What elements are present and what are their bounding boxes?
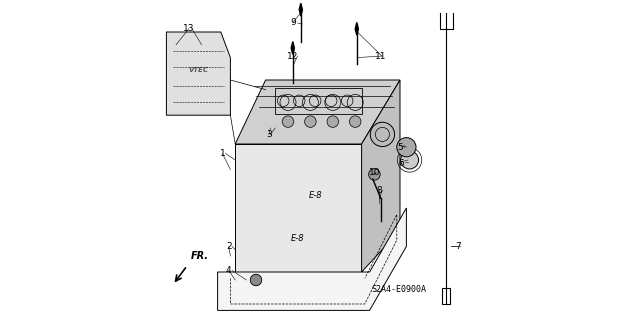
Text: 1: 1 <box>220 149 225 158</box>
Bar <box>442 288 451 304</box>
Polygon shape <box>300 3 302 16</box>
Polygon shape <box>236 144 362 272</box>
Text: VTEC: VTEC <box>188 68 209 73</box>
Text: 6: 6 <box>399 159 404 168</box>
Circle shape <box>250 274 262 286</box>
Circle shape <box>397 138 416 157</box>
Polygon shape <box>236 80 400 144</box>
Text: 7: 7 <box>455 242 460 251</box>
Text: 3: 3 <box>266 130 271 139</box>
Polygon shape <box>362 80 400 272</box>
Text: 11: 11 <box>375 52 387 60</box>
Text: 10: 10 <box>369 168 380 177</box>
Text: E-8: E-8 <box>308 191 322 200</box>
Text: 12: 12 <box>287 52 298 60</box>
Text: 5: 5 <box>397 143 403 152</box>
Text: 9: 9 <box>290 18 296 27</box>
Circle shape <box>370 122 394 147</box>
Text: 2: 2 <box>226 242 232 251</box>
Circle shape <box>282 116 294 127</box>
Text: 4: 4 <box>226 266 232 275</box>
Text: S2A4-E0900A: S2A4-E0900A <box>371 285 426 294</box>
Text: 13: 13 <box>183 24 195 33</box>
Bar <box>275 88 362 114</box>
Circle shape <box>349 116 361 127</box>
Text: E-8: E-8 <box>291 234 305 243</box>
Polygon shape <box>291 42 294 54</box>
Circle shape <box>401 151 419 169</box>
Polygon shape <box>166 32 230 115</box>
Circle shape <box>305 116 316 127</box>
Text: 8: 8 <box>376 186 382 195</box>
Circle shape <box>369 169 380 180</box>
Circle shape <box>327 116 339 127</box>
Polygon shape <box>355 22 358 35</box>
Polygon shape <box>218 208 406 310</box>
Text: FR.: FR. <box>191 251 209 261</box>
